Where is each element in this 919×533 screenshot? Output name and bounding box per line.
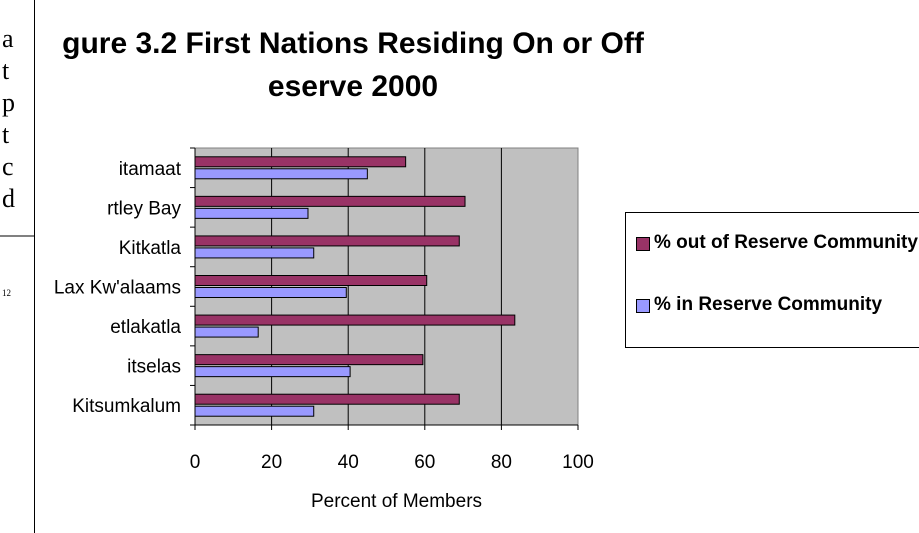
legend-item-out: % out of Reserve Community [636,231,919,255]
chart-title-line-2: eserve 2000 [267,70,439,103]
legend-label-in: % in Reserve Community [654,294,883,315]
bar-out-0 [194,156,407,168]
bar-out-1 [194,195,466,207]
bar-in-6 [194,405,315,417]
category-label-0: itamaat [119,159,182,180]
legend-item-in: % in Reserve Community [636,293,919,317]
bar-out-2 [194,235,460,247]
category-label-5: itselas [127,357,181,378]
bg-text-line-5: c [2,152,14,181]
chart-legend: % out of Reserve Community % in Reserve … [625,212,919,348]
legend-label-out: % out of Reserve Community [654,232,918,253]
category-label-3: Lax Kw'alaams [54,278,181,299]
bar-in-4 [194,326,259,338]
bar-out-3 [194,275,428,286]
bg-text-line-4: t [2,120,10,149]
category-label-4: etlakatla [110,317,181,338]
bg-footnote-mark: 12 [2,288,11,298]
bar-in-2 [194,247,315,259]
bar-in-3 [194,287,347,298]
bar-out-4 [194,314,516,326]
category-label-1: rtley Bay [107,198,181,219]
bg-text-line-1: a [2,24,14,53]
bar-in-5 [194,366,351,378]
bg-text-line-3: p [2,88,15,117]
x-axis-label: Percent of Members [311,491,482,512]
bar-out-5 [194,354,424,366]
x-tick-label-40: 40 [338,452,359,473]
bar-chart: 0 20 40 60 80 100 itamaat rtley Bay Kitkatla Lax … [54,147,594,512]
chart-title-line-1: gure 3.2 First Nations Residing On or Of… [62,27,644,60]
x-tick-label-80: 80 [491,452,512,473]
bar-out-6 [194,393,460,405]
x-tick-label-20: 20 [261,452,282,473]
chart-container: gure 3.2 First Nations Residing On or Of… [34,0,919,533]
category-label-6: Kitsumkalum [72,396,181,417]
x-tick-label-100: 100 [562,452,594,473]
bar-in-1 [194,207,309,219]
legend-swatch-out [636,237,650,251]
bar-in-0 [194,168,368,180]
category-label-2: Kitkatla [119,238,182,259]
x-tick-label-60: 60 [414,452,435,473]
bg-text-line-2: t [2,56,10,85]
plot-area [194,147,579,426]
legend-swatch-in [636,299,650,313]
bg-text-line-6: d [2,184,15,213]
x-tick-label-0: 0 [190,452,201,473]
